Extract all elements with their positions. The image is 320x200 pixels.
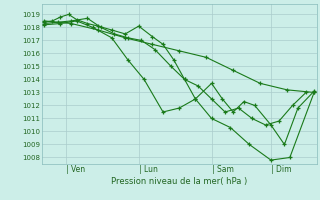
X-axis label: Pression niveau de la mer( hPa ): Pression niveau de la mer( hPa ) <box>111 177 247 186</box>
